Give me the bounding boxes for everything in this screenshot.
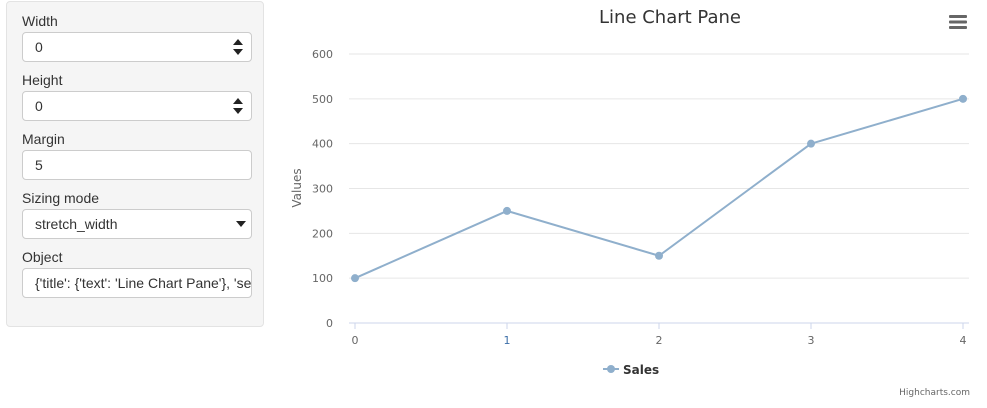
width-spinner[interactable] [232, 37, 244, 57]
object-input[interactable]: {'title': {'text': 'Line Chart Pane'}, '… [22, 268, 252, 298]
y-tick-label: 600 [312, 48, 333, 61]
width-value: 0 [35, 39, 43, 55]
sizing-mode-value: stretch_width [35, 216, 118, 232]
data-point[interactable] [655, 251, 663, 260]
x-tick-label: 4 [960, 334, 967, 347]
y-tick-label: 0 [326, 317, 333, 330]
margin-input[interactable]: 5 [22, 150, 252, 180]
object-label: Object [22, 249, 63, 265]
sizing-mode-label: Sizing mode [22, 190, 100, 206]
height-spinner[interactable] [232, 96, 244, 116]
object-value: {'title': {'text': 'Line Chart Pane'}, '… [35, 275, 252, 291]
y-axis-label: Values [290, 168, 304, 207]
margin-label: Margin [22, 131, 65, 147]
sizing-mode-select[interactable]: stretch_width [22, 209, 252, 239]
data-point[interactable] [503, 206, 511, 215]
chevron-down-icon[interactable] [236, 220, 246, 228]
spin-down-icon[interactable] [232, 48, 244, 57]
data-point[interactable] [351, 274, 359, 283]
width-input[interactable]: 0 [22, 32, 252, 62]
y-tick-label: 500 [312, 93, 333, 106]
y-tick-label: 400 [312, 138, 333, 151]
chart-series [351, 94, 967, 283]
height-input[interactable]: 0 [22, 91, 252, 121]
x-tick-label: 3 [808, 334, 815, 347]
y-tick-label: 300 [312, 183, 333, 196]
data-point[interactable] [959, 94, 967, 103]
data-point[interactable] [807, 139, 815, 148]
chart-title: Line Chart Pane [599, 7, 741, 28]
hamburger-menu-icon[interactable] [949, 14, 967, 30]
chart-credits[interactable]: Highcharts.com [899, 388, 970, 398]
legend-symbol [603, 365, 619, 373]
width-label: Width [22, 13, 58, 29]
margin-value: 5 [35, 157, 43, 173]
x-tick-label: 1 [504, 334, 511, 347]
x-axis: 0 1 2 3 4 [349, 322, 969, 347]
y-tick-label: 200 [312, 227, 333, 240]
legend-item-sales[interactable]: Sales [623, 363, 660, 377]
x-tick-label: 2 [656, 334, 663, 347]
y-tick-label: 100 [312, 272, 333, 285]
chart-grid [349, 53, 969, 279]
spin-up-icon[interactable] [232, 37, 244, 46]
x-tick-label: 0 [352, 334, 359, 347]
spin-up-icon[interactable] [232, 96, 244, 105]
height-value: 0 [35, 98, 43, 114]
widget-panel: Width 0 Height 0 Margin 5 Sizing mode st… [6, 1, 264, 327]
spin-down-icon[interactable] [232, 107, 244, 116]
height-label: Height [22, 72, 63, 88]
y-axis-ticks: 0 100 200 300 400 500 600 [312, 48, 333, 330]
